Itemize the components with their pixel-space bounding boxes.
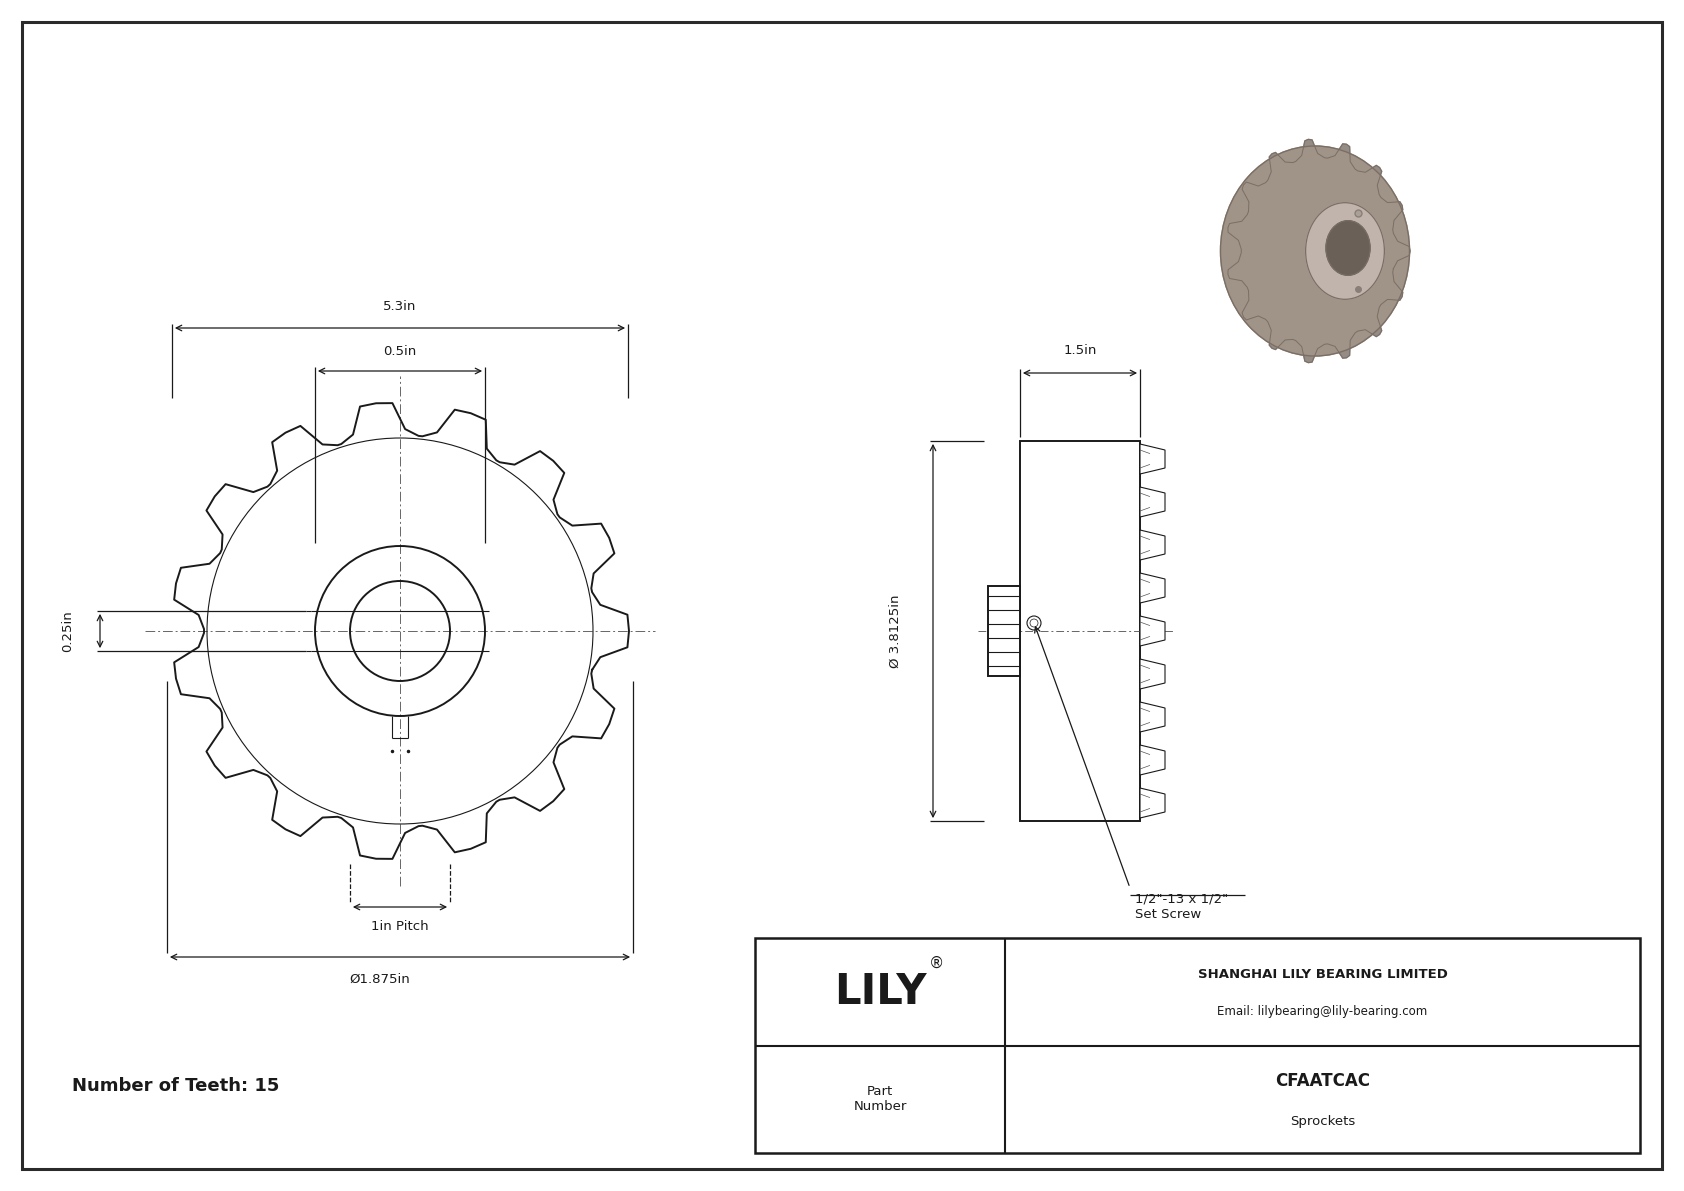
Text: ®: ® [928,956,943,971]
Bar [1021,441,1140,821]
Polygon shape [1140,701,1165,732]
Polygon shape [1228,139,1410,363]
Text: LILY: LILY [834,971,926,1012]
Bar [989,586,1021,676]
Ellipse shape [1221,146,1410,356]
Ellipse shape [1305,202,1384,299]
Polygon shape [1140,746,1165,775]
Text: CFAATCAC: CFAATCAC [1275,1072,1371,1090]
Text: Number of Teeth: 15: Number of Teeth: 15 [72,1077,280,1095]
Ellipse shape [1325,220,1371,275]
Polygon shape [1140,616,1165,646]
Bar [754,939,1640,1153]
Text: 0.5in: 0.5in [384,344,416,357]
Text: Part
Number: Part Number [854,1085,906,1114]
Polygon shape [1140,530,1165,560]
Text: SHANGHAI LILY BEARING LIMITED: SHANGHAI LILY BEARING LIMITED [1197,968,1448,981]
Text: Ø1.875in: Ø1.875in [350,973,411,985]
Polygon shape [1140,444,1165,474]
Text: 1/2"-13 x 1/2"
Set Screw: 1/2"-13 x 1/2" Set Screw [1135,893,1228,921]
Text: 0.25in: 0.25in [62,610,74,651]
Polygon shape [1140,573,1165,603]
Text: 1in Pitch: 1in Pitch [370,921,429,934]
Text: Email: lilybearing@lily-bearing.com: Email: lilybearing@lily-bearing.com [1218,1005,1428,1018]
Text: Ø 3.8125in: Ø 3.8125in [889,594,901,668]
Text: 5.3in: 5.3in [384,299,416,312]
Text: Sprockets: Sprockets [1290,1115,1356,1128]
Polygon shape [1140,487,1165,517]
Polygon shape [173,403,630,859]
Polygon shape [1140,788,1165,818]
Text: 1.5in: 1.5in [1063,344,1096,357]
Polygon shape [1140,659,1165,690]
